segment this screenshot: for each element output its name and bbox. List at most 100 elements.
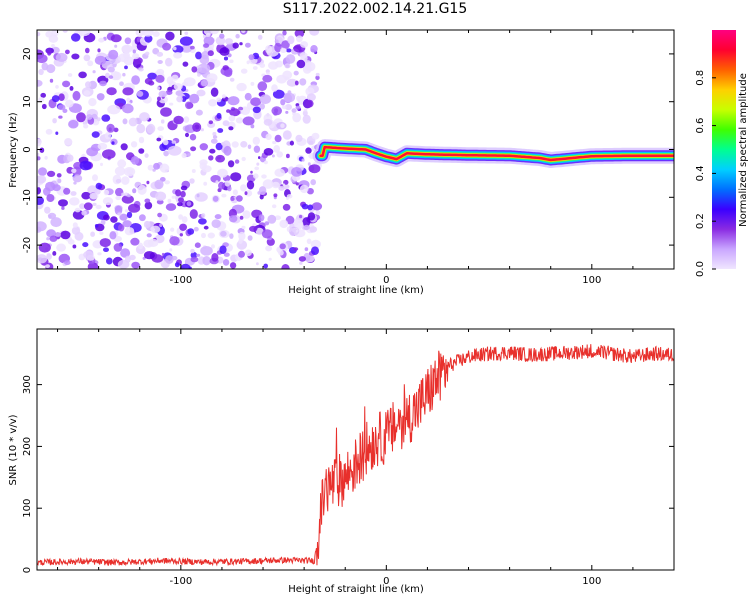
noise-blob <box>252 66 258 70</box>
spectrogram-xtick-label: -100 <box>169 275 192 286</box>
noise-blob <box>189 133 197 141</box>
signal-trace-band-5 <box>319 145 674 162</box>
noise-blob <box>223 145 232 156</box>
noise-blob <box>315 210 321 215</box>
noise-blob <box>206 32 211 37</box>
noise-blob <box>169 248 173 252</box>
noise-blob <box>262 74 273 83</box>
noise-blob <box>250 124 255 129</box>
noise-blob <box>180 263 191 269</box>
noise-blob <box>246 60 250 65</box>
noise-blob <box>173 52 183 59</box>
noise-blob <box>274 215 281 220</box>
noise-blob <box>208 120 213 125</box>
noise-blob <box>307 204 314 211</box>
noise-blob <box>71 53 80 60</box>
noise-blob <box>50 217 62 228</box>
noise-blob <box>310 48 315 53</box>
noise-blob <box>159 143 167 152</box>
noise-blob <box>165 90 173 95</box>
noise-blob <box>124 209 129 213</box>
spectrogram-ytick-label: -20 <box>22 237 33 253</box>
noise-blob <box>219 245 227 254</box>
noise-blob <box>299 52 308 59</box>
noise-blob <box>165 203 177 211</box>
noise-blob <box>283 92 296 103</box>
noise-blob <box>257 34 263 40</box>
noise-blob <box>228 126 234 131</box>
noise-blob <box>242 210 251 219</box>
noise-blob <box>110 34 122 43</box>
noise-blob <box>101 114 111 122</box>
noise-blob <box>115 195 121 201</box>
noise-blob <box>244 191 248 196</box>
noise-blob <box>201 50 209 60</box>
noise-blob <box>279 243 286 250</box>
noise-blob <box>212 195 219 202</box>
noise-blob <box>222 65 229 71</box>
noise-blob <box>138 67 144 72</box>
noise-blob <box>271 154 275 158</box>
noise-blob <box>119 213 128 221</box>
noise-blob <box>52 251 57 256</box>
noise-blob <box>215 180 219 185</box>
noise-blob <box>179 223 188 231</box>
noise-blob <box>171 140 176 144</box>
noise-blob <box>37 254 48 264</box>
noise-blob <box>173 46 177 51</box>
noise-blob <box>106 87 117 96</box>
noise-blob <box>157 212 163 218</box>
noise-blob <box>56 243 66 252</box>
noise-blob <box>86 114 93 120</box>
noise-blob <box>278 185 285 191</box>
noise-blob <box>122 220 132 228</box>
noise-blob <box>169 236 180 246</box>
noise-blob <box>130 156 140 165</box>
noise-blob <box>88 98 97 107</box>
spectrogram-xlabel: Height of straight line (km) <box>288 285 424 296</box>
noise-blob <box>298 256 306 262</box>
noise-blob <box>173 83 183 91</box>
noise-blob <box>162 92 166 96</box>
noise-blob <box>273 193 278 198</box>
noise-blob <box>37 186 41 195</box>
noise-blob <box>217 128 224 133</box>
noise-blob <box>102 197 114 206</box>
noise-blob <box>99 231 104 235</box>
noise-blob <box>178 214 184 220</box>
noise-blob <box>309 30 320 36</box>
noise-blob <box>68 119 79 129</box>
noise-blob <box>252 106 261 114</box>
noise-blob <box>311 202 323 211</box>
noise-blob <box>37 32 41 37</box>
noise-blob <box>39 147 45 153</box>
noise-blob <box>160 119 165 124</box>
noise-blob <box>137 242 144 250</box>
noise-blob <box>181 96 187 102</box>
noise-blob <box>271 181 280 189</box>
noise-blob <box>152 31 160 37</box>
noise-blob <box>122 103 134 114</box>
noise-blob <box>189 209 198 219</box>
noise-blob <box>274 168 286 177</box>
noise-blob <box>196 67 208 75</box>
noise-blob <box>302 64 312 74</box>
noise-blob <box>230 172 242 182</box>
noise-blob <box>250 170 253 174</box>
noise-blob <box>247 144 252 150</box>
snr-xlabel: Height of straight line (km) <box>288 584 424 595</box>
noise-blob <box>181 216 188 223</box>
noise-blob <box>103 214 110 221</box>
noise-blob <box>51 95 60 103</box>
noise-blob <box>235 117 244 124</box>
noise-blob <box>315 75 320 81</box>
noise-blob <box>222 259 230 266</box>
noise-blob <box>220 230 227 237</box>
noise-blob <box>83 90 91 96</box>
noise-blob <box>123 51 130 59</box>
noise-blob <box>271 106 283 116</box>
noise-blob <box>257 81 268 92</box>
noise-blob <box>62 30 68 33</box>
noise-blob <box>135 30 145 37</box>
noise-blob <box>209 148 216 154</box>
